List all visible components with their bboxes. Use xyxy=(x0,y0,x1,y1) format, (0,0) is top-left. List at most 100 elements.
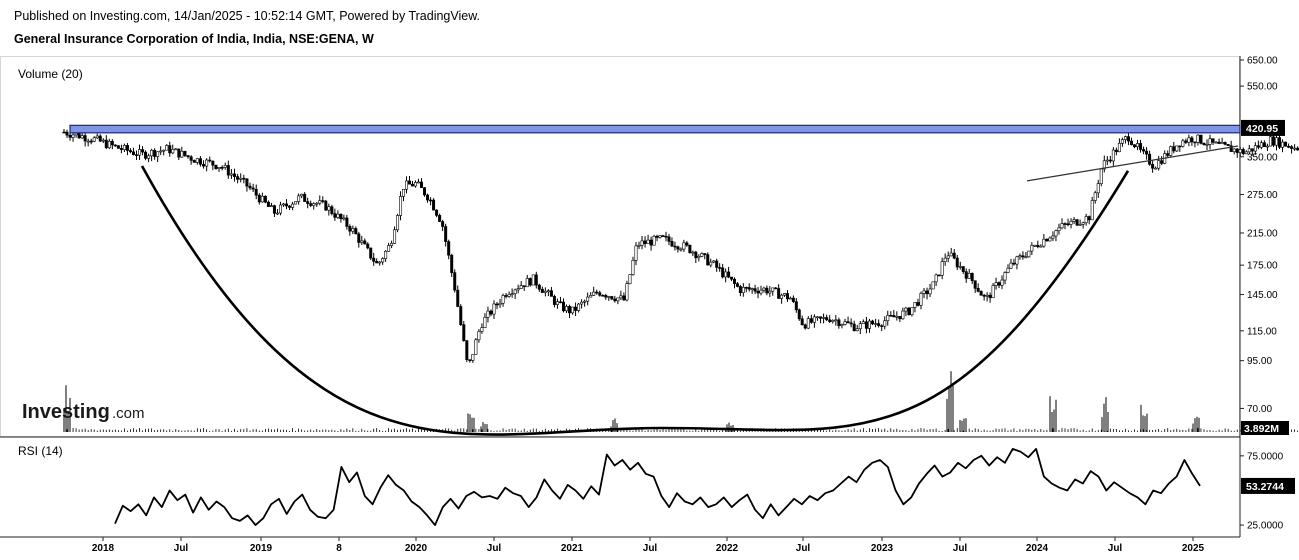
price-candle-body xyxy=(565,306,569,312)
price-candle-body xyxy=(135,154,139,156)
price-candle-body xyxy=(1214,141,1218,144)
price-candle-body xyxy=(788,297,792,300)
price-candle-body xyxy=(495,303,499,306)
price-candle-body xyxy=(1157,160,1161,169)
price-candle-body xyxy=(753,288,757,292)
price-candle-body xyxy=(89,140,93,143)
price-candle-body xyxy=(970,273,974,282)
price-candle-body xyxy=(952,252,956,259)
price-candle-body xyxy=(867,320,871,329)
price-candle-body xyxy=(413,182,417,187)
price-candle-body xyxy=(534,274,538,286)
price-candle-body xyxy=(1057,227,1061,232)
price-candle-body xyxy=(646,239,650,244)
price-candle-body xyxy=(706,254,710,266)
price-candle-body xyxy=(931,281,935,290)
price-candle-body xyxy=(580,301,584,305)
price-candle-body xyxy=(1253,145,1257,152)
price-candle-body xyxy=(1265,145,1269,148)
price-candle-body xyxy=(1024,256,1028,259)
time-tick-label: 2021 xyxy=(561,543,584,554)
price-candle-body xyxy=(171,148,175,154)
price-candle-body xyxy=(1033,244,1037,247)
price-candle-body xyxy=(643,240,647,244)
price-candle-body xyxy=(1244,151,1248,155)
price-candle-body xyxy=(486,310,490,318)
price-candle-body xyxy=(785,293,789,300)
price-candle-body xyxy=(189,156,193,161)
price-candle-body xyxy=(1296,147,1299,151)
time-tick-label: Jul xyxy=(643,543,658,554)
price-candle-body xyxy=(77,132,81,139)
price-candle-body xyxy=(913,302,917,308)
price-candle-body xyxy=(1271,136,1275,146)
price-candle-body xyxy=(537,284,541,290)
price-candle-body xyxy=(880,325,884,327)
price-candle-body xyxy=(558,301,562,304)
price-candle-body xyxy=(471,354,475,361)
price-candle-body xyxy=(327,206,331,211)
price-candle-body xyxy=(828,319,832,322)
price-candle-body xyxy=(846,321,850,324)
price-candle-body xyxy=(1123,136,1127,140)
price-candle-body xyxy=(372,257,376,262)
price-candle-body xyxy=(1072,219,1076,222)
price-candle-body xyxy=(759,289,763,294)
price-candle-body xyxy=(1205,144,1209,146)
price-candle-body xyxy=(667,236,671,242)
price-candle-body xyxy=(101,139,105,142)
price-candle-body xyxy=(98,135,102,142)
price-tick-label: 70.00 xyxy=(1247,404,1272,415)
price-candle-body xyxy=(1148,153,1152,165)
price-candle-body xyxy=(601,294,605,297)
price-candle-body xyxy=(613,298,617,302)
price-candle-body xyxy=(122,145,126,150)
price-candle-body xyxy=(1290,146,1294,149)
price-series xyxy=(62,129,1299,363)
price-candle-body xyxy=(589,295,593,298)
price-candle-body xyxy=(477,331,481,341)
time-tick-label: 2023 xyxy=(871,543,894,554)
price-candle-body xyxy=(113,144,117,147)
price-candle-body xyxy=(946,255,950,259)
price-candle-body xyxy=(1102,160,1106,170)
price-candle-body xyxy=(964,271,968,279)
time-tick-label: 2025 xyxy=(1182,543,1205,554)
price-candle-body xyxy=(1142,149,1146,152)
price-candle-body xyxy=(1069,220,1073,225)
price-candle-body xyxy=(982,295,986,297)
price-candle-body xyxy=(393,229,397,244)
price-candle-body xyxy=(68,134,72,138)
price-candle-body xyxy=(886,315,890,322)
price-candle-body xyxy=(750,288,754,290)
price-candle-body xyxy=(797,309,801,320)
price-candle-body xyxy=(168,145,172,154)
price-candle-body xyxy=(904,307,908,312)
price-candle-body xyxy=(1229,145,1233,152)
price-candle-body xyxy=(1066,223,1070,226)
price-candle-body xyxy=(236,176,240,180)
price-candle-body xyxy=(318,200,322,204)
price-candle-body xyxy=(809,318,813,323)
price-candle-body xyxy=(682,242,686,250)
price-candle-body xyxy=(177,148,181,158)
price-candle-body xyxy=(300,193,304,197)
volume-value-label: 3.892M xyxy=(1244,423,1279,435)
time-tick-label: 2019 xyxy=(250,543,273,554)
price-candle-body xyxy=(744,287,748,289)
price-candle-body xyxy=(843,321,847,325)
price-candle-body xyxy=(691,251,695,254)
price-candle-body xyxy=(883,320,887,327)
price-candle-body xyxy=(483,317,487,328)
price-candle-body xyxy=(107,140,111,149)
price-candle-body xyxy=(321,200,325,202)
price-candle-body xyxy=(1268,136,1272,147)
price-candle-body xyxy=(949,252,953,257)
price-candle-body xyxy=(450,254,454,273)
price-candle-body xyxy=(282,203,286,206)
price-candle-body xyxy=(979,291,983,296)
price-candle-body xyxy=(429,199,433,202)
price-candle-body xyxy=(1223,142,1227,145)
price-candle-body xyxy=(658,235,662,238)
price-candle-body xyxy=(1274,137,1278,146)
